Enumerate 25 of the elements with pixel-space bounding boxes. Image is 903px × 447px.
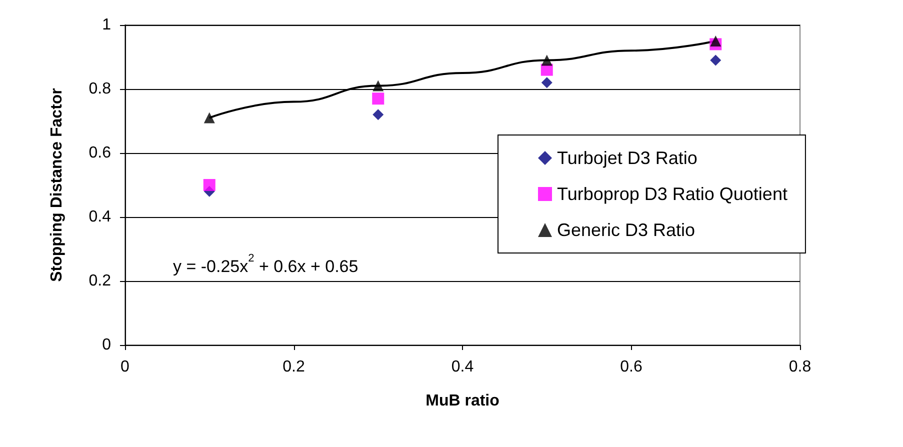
x-tick-label: 0.2 (282, 358, 305, 376)
point (204, 112, 215, 124)
point (541, 54, 552, 66)
point (372, 80, 384, 92)
x-tick-label: 0.4 (451, 358, 474, 376)
x-tick-label: 0 (120, 358, 130, 376)
x-axis-title: MuB ratio (426, 392, 500, 410)
y-tick-label: 1 (102, 16, 112, 34)
y-tick-label: 0.6 (88, 144, 112, 162)
legend-label: Generic D3 Ratio (557, 220, 696, 240)
point (372, 92, 384, 105)
x-tick-label: 0.8 (788, 358, 812, 376)
point (710, 36, 722, 46)
y-tick-label: 0.4 (88, 208, 112, 226)
point (710, 54, 722, 66)
x-tick-label: 0.6 (620, 358, 642, 376)
point (541, 77, 552, 88)
y-tick-label: 0.8 (88, 80, 112, 98)
y-tick-label: 0 (102, 336, 112, 354)
point (372, 109, 384, 120)
legend-label: Turbojet D3 Ratio (557, 148, 698, 168)
point (203, 179, 216, 191)
legend-label: Turboprop D3 Ratio Quotient (557, 184, 788, 204)
y-axis-title: Stopping Distance Factor (48, 88, 66, 282)
y-tick-label: 0.2 (88, 272, 112, 290)
